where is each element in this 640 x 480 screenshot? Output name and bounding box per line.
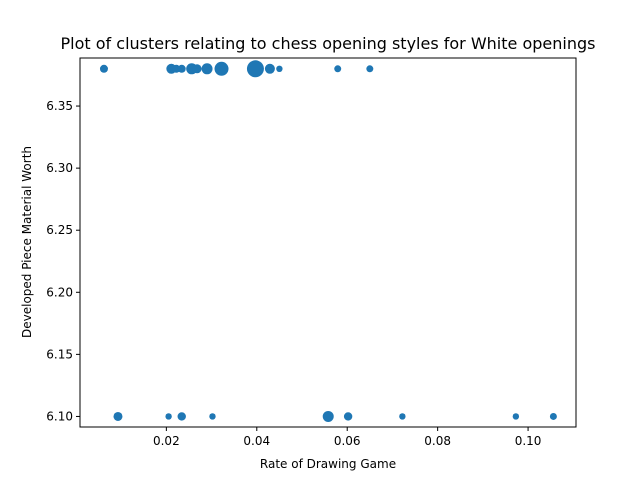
y-tick-label: 6.30: [46, 161, 73, 175]
data-point: [322, 410, 334, 422]
data-point: [512, 413, 520, 420]
y-axis-label: Developed Piece Material Worth: [20, 146, 34, 338]
y-tick-label: 6.20: [46, 285, 73, 299]
y-tick-label: 6.25: [46, 223, 73, 237]
data-point: [177, 64, 186, 73]
y-tick-label: 6.35: [46, 99, 73, 113]
plot-frame: [79, 57, 577, 428]
data-point: [246, 60, 264, 78]
data-point: [343, 412, 353, 421]
data-point: [113, 411, 123, 421]
data-point: [334, 65, 342, 73]
data-point: [549, 412, 557, 420]
data-point: [177, 412, 186, 421]
data-point: [99, 64, 108, 73]
x-tick-label: 0.04: [243, 434, 270, 448]
y-axis: 6.10 6.15 6.20 6.25 6.30 6.35: [46, 99, 80, 423]
x-tick-label: 0.08: [424, 434, 451, 448]
data-point: [276, 65, 283, 73]
data-point: [192, 64, 202, 74]
y-tick-label: 6.15: [46, 347, 73, 361]
x-tick-label: 0.10: [515, 434, 542, 448]
x-axis-label: Rate of Drawing Game: [260, 457, 396, 471]
data-point: [399, 413, 406, 420]
data-point: [366, 65, 374, 73]
data-point: [165, 413, 172, 420]
data-point: [201, 63, 213, 75]
x-tick-label: 0.06: [334, 434, 361, 448]
x-axis: 0.02 0.04 0.06 0.08 0.10: [153, 427, 541, 448]
points-layer: [99, 60, 557, 422]
y-tick-label: 6.10: [46, 409, 73, 423]
data-point: [214, 61, 229, 76]
chart-title: Plot of clusters relating to chess openi…: [61, 34, 596, 53]
x-tick-label: 0.02: [153, 434, 180, 448]
data-point: [264, 63, 275, 74]
data-point: [209, 413, 216, 420]
